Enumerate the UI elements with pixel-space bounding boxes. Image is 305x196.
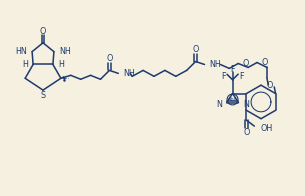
Text: NH: NH <box>210 60 221 69</box>
Text: O: O <box>106 54 113 63</box>
Text: Abs: Abs <box>228 97 237 102</box>
Text: H: H <box>58 60 64 69</box>
Text: O: O <box>266 81 272 90</box>
Text: O: O <box>192 45 199 54</box>
Text: N: N <box>243 100 249 109</box>
Text: NH: NH <box>59 47 71 56</box>
Text: HN: HN <box>15 47 27 56</box>
Text: F: F <box>239 72 243 81</box>
Text: O: O <box>40 27 46 36</box>
Text: O: O <box>242 59 249 68</box>
Text: H: H <box>22 60 28 69</box>
Text: F: F <box>230 65 235 74</box>
Text: ...: ... <box>65 75 70 80</box>
Text: O: O <box>243 128 249 136</box>
Text: O: O <box>261 58 267 67</box>
Text: F: F <box>222 72 226 81</box>
Text: S: S <box>41 91 45 100</box>
Text: OH: OH <box>260 123 273 132</box>
Text: N: N <box>216 100 222 109</box>
Text: NH: NH <box>123 69 135 78</box>
